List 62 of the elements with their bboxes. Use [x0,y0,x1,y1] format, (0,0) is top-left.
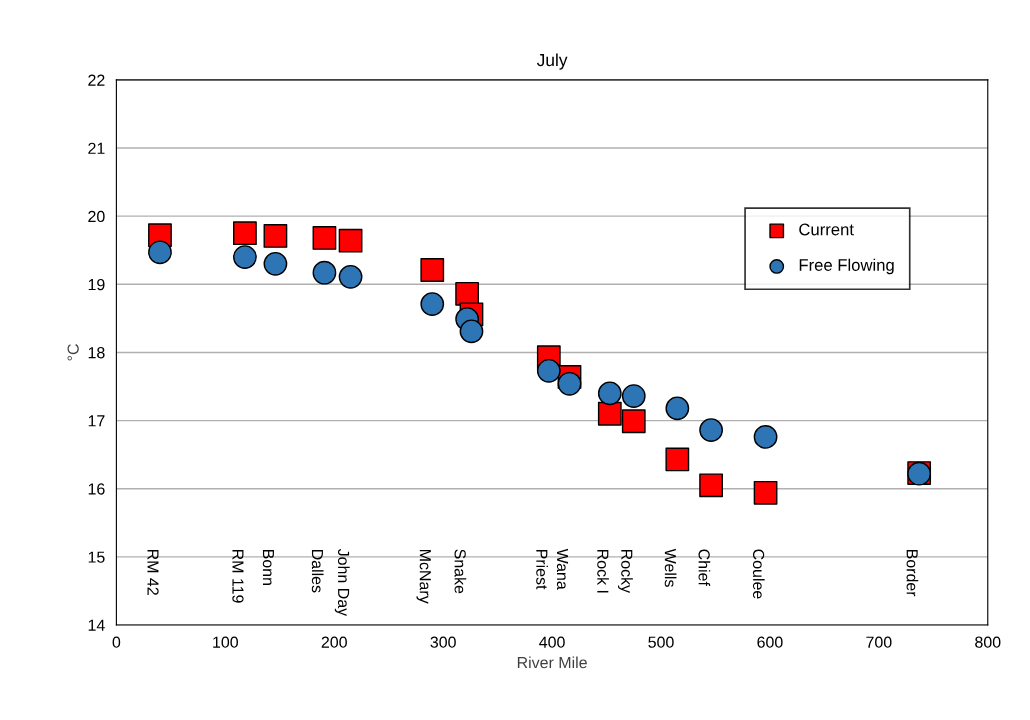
x-tick-label: 500 [648,636,674,648]
y-tick-label: 20 [88,210,105,223]
annotation: Snake [454,549,467,594]
point [665,396,690,421]
point [312,226,337,250]
annotation: Rock I [597,549,609,593]
x-tick-label: 200 [321,636,347,648]
x-tick-label: 0 [112,636,121,648]
point [263,251,288,276]
point [420,292,445,316]
point [597,401,622,426]
point [557,371,582,396]
y-tick-label: 17 [88,415,105,427]
point [233,245,257,269]
x-tick-label: 800 [975,636,1001,648]
point [621,384,646,408]
point [233,221,257,246]
annotation: John Day [334,548,350,617]
point [148,240,172,265]
annotation: Border [906,549,919,597]
annotation: Priest [536,549,548,590]
point [753,425,778,449]
y-tick-label: 18 [88,347,105,359]
annotation: RM 42 [147,549,159,595]
annotation: Wells [664,548,677,587]
y-tick-label: 19 [88,278,105,291]
point [312,260,337,285]
point [459,319,484,344]
point [420,258,445,282]
legend-label: Current [799,223,854,236]
x-tick-label: 600 [757,636,783,648]
annotation: Wana [556,548,569,590]
point [338,264,363,289]
y-tick-label: 14 [88,619,105,631]
y-tick-label: 16 [88,483,105,495]
annotation: RM 119 [232,549,244,603]
y-axis-title: °C [67,344,79,361]
annotation: Chief [698,549,711,586]
annotation: Rocky [617,549,633,593]
x-axis-title: River Mile [517,656,587,669]
annotation: Dalles [311,549,324,593]
x-tick-label: 400 [539,636,565,648]
chart-title: July [536,53,568,70]
point [536,358,561,383]
annotation: Coulee [752,549,765,599]
point [699,473,723,498]
y-tick-label: 21 [88,142,105,154]
x-tick-label: 100 [213,636,239,648]
y-tick-label: 22 [88,74,105,86]
point [597,381,622,406]
y-tick-label: 15 [88,551,105,563]
point [338,228,363,253]
point [621,409,646,434]
point [263,224,288,248]
x-tick-label: 300 [430,636,456,648]
annotation: McNary [416,549,431,604]
point [699,418,723,443]
point [665,447,690,472]
x-tick-label: 700 [866,636,892,648]
annotation: Bonn [262,549,274,585]
point [753,480,778,505]
legend-label: Free Flowing [799,258,894,275]
